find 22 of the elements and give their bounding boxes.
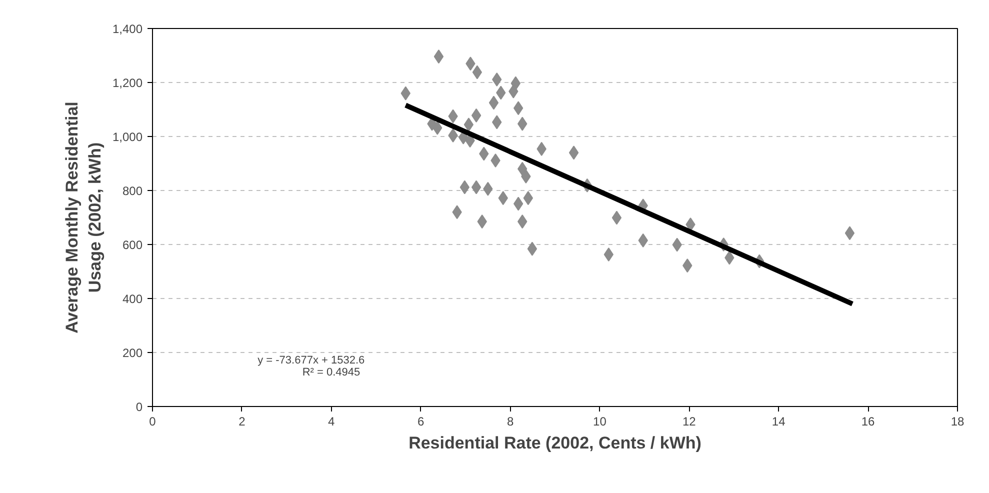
y-tick-label: 400 [122,292,143,306]
y-tick-label: 600 [122,238,143,252]
x-axis-title: Residential Rate (2002, Cents / kWh) [408,434,702,452]
y-axis-title: Average Monthly Residential Usage (2002, kWh) [62,102,104,334]
y-tick-label: 800 [122,184,143,198]
x-tick-label: 6 [417,414,424,428]
x-tick-label: 12 [682,414,696,428]
y-tick-label: 1,000 [112,130,143,144]
x-tick-label: 0 [149,414,156,428]
x-tick-label: 2 [238,414,246,428]
x-tick-label: 14 [772,414,786,428]
x-tick-label: 16 [861,414,876,428]
x-tick-label: 10 [593,414,607,428]
annotation: R² = 0.4945 [302,366,360,379]
x-tick-label: 18 [950,414,964,428]
annotation: y = -73.677x + 1532.6 [258,354,365,367]
x-tick-label: 8 [506,414,514,428]
y-tick-label: 200 [122,346,143,360]
x-tick-label: 4 [328,414,336,428]
y-tick-label: 1,400 [112,22,143,36]
y-tick-label: 1,200 [112,76,143,90]
y-tick-label: 0 [136,400,143,414]
